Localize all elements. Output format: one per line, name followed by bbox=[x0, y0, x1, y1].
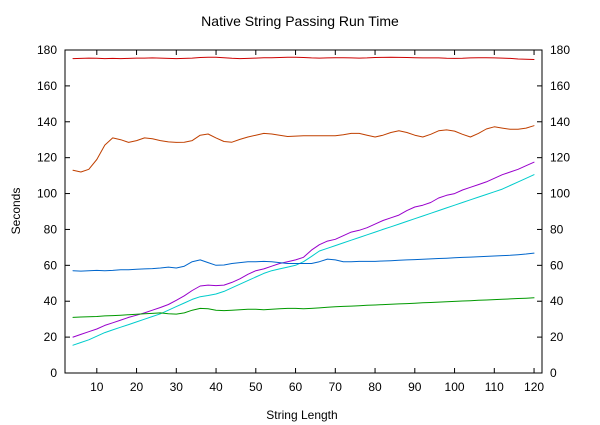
series-line-5 bbox=[72, 252, 535, 272]
y2-tick-label: 80 bbox=[550, 222, 564, 236]
y2-tick-label: 60 bbox=[550, 258, 564, 272]
y2-tick-label: 100 bbox=[550, 187, 570, 201]
y2-tick-label: 160 bbox=[550, 79, 570, 93]
series-line-4 bbox=[72, 174, 535, 346]
series-layer bbox=[72, 56, 535, 346]
y2-tick-label: 40 bbox=[550, 294, 564, 308]
series-line-2 bbox=[72, 125, 535, 173]
y-tick-label: 80 bbox=[44, 222, 58, 236]
y-tick-label: 140 bbox=[37, 115, 57, 129]
y-tick-label: 120 bbox=[37, 151, 57, 165]
x-tick-label: 60 bbox=[289, 380, 303, 394]
x-tick-label: 110 bbox=[485, 380, 504, 394]
x-tick-label: 40 bbox=[209, 380, 223, 394]
x-tick-label: 90 bbox=[408, 380, 422, 394]
x-tick-label: 80 bbox=[368, 380, 382, 394]
y2-tick-label: 180 bbox=[550, 43, 570, 57]
plot-frame bbox=[64, 49, 543, 374]
x-tick-label: 30 bbox=[170, 380, 184, 394]
y-tick-label: 60 bbox=[44, 258, 58, 272]
series-line-6 bbox=[72, 297, 535, 318]
y-tick-label: 0 bbox=[50, 366, 57, 380]
y-tick-label: 100 bbox=[37, 187, 57, 201]
x-tick-label: 10 bbox=[90, 380, 104, 394]
series-line-3 bbox=[72, 161, 535, 338]
ticks-layer: 10 20 30 40 50 60 70 80 90 100 110 120 0 20 40 60 80 100 1… bbox=[37, 43, 570, 394]
x-tick-label: 100 bbox=[445, 380, 465, 394]
y-tick-label: 40 bbox=[44, 294, 58, 308]
y2-tick-label: 120 bbox=[550, 151, 570, 165]
y2-tick-label: 20 bbox=[550, 330, 564, 344]
series-line-1 bbox=[72, 56, 535, 60]
x-tick-label: 20 bbox=[130, 380, 144, 394]
y-tick-label: 180 bbox=[37, 43, 57, 57]
y2-tick-label: 140 bbox=[550, 115, 570, 129]
x-tick-label: 50 bbox=[249, 380, 263, 394]
y-tick-label: 160 bbox=[37, 79, 57, 93]
x-tick-label: 70 bbox=[329, 380, 343, 394]
y2-tick-label: 0 bbox=[550, 366, 557, 380]
x-tick-label: 120 bbox=[524, 380, 544, 394]
y-axis-label: Seconds bbox=[9, 188, 23, 235]
y-tick-label: 20 bbox=[44, 330, 58, 344]
chart-title: Native String Passing Run Time bbox=[201, 13, 399, 29]
x-axis-label: String Length bbox=[266, 408, 337, 422]
